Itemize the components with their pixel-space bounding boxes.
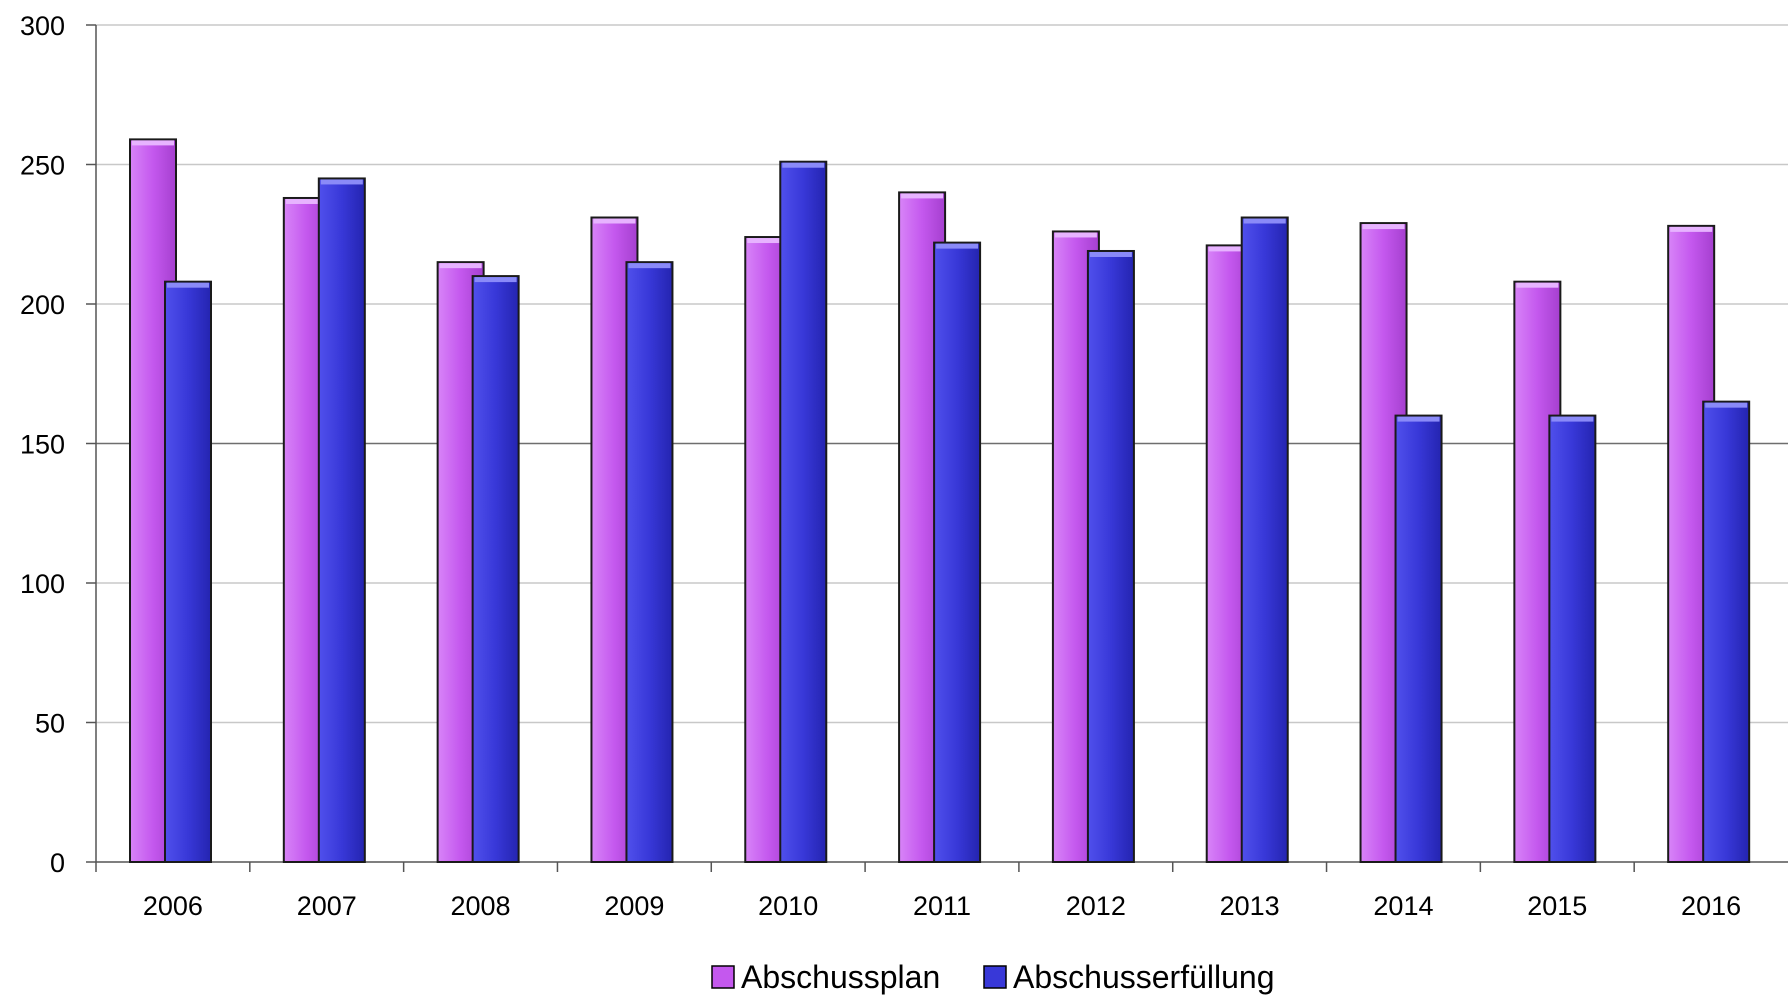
bar-abschusserfuellung-2010 [779,160,828,863]
bar-highlight-1-2007 [320,179,363,185]
bars [129,138,1751,864]
legend-label-abschussplan: Abschussplan [741,959,940,995]
x-tick-label-2009: 2009 [604,891,664,921]
bar-highlight-0-2007 [285,198,328,204]
bar-highlight-0-2006 [132,140,174,146]
bar-highlight-0-2013 [1208,246,1251,252]
y-tick-label-250: 250 [20,151,65,181]
x-tick-label-2013: 2013 [1220,891,1280,921]
x-tick-label-2016: 2016 [1681,891,1741,921]
bar-abschusserfuellung-2009 [625,261,674,863]
bar-highlight-1-2016 [1705,402,1748,408]
y-tick-label-200: 200 [20,290,65,320]
bar-highlight-1-2009 [628,263,671,269]
legend-swatch-abschussplan [711,965,735,989]
x-tick-labels: 2006 2007 2008 2009 2010 2011 2012 2013 2014 2015… [143,891,1741,921]
x-tick-label-2011: 2011 [913,891,971,921]
y-tick-labels: 0 50 100 150 200 250 300 [20,11,65,878]
bar-abschusserfuellung-2012 [1086,249,1135,864]
x-tick-label-2008: 2008 [451,891,511,921]
legend-swatch-abschusserfuellung [983,965,1007,989]
bar-abschusserfuellung-2016 [1702,400,1751,863]
bar-abschusserfuellung-2006 [164,280,212,863]
x-tick-label-2014: 2014 [1373,891,1433,921]
bar-abschusserfuellung-2007 [317,177,366,863]
bar-highlight-0-2008 [439,263,482,269]
bar-highlight-1-2012 [1089,251,1132,257]
x-tick-label-2006: 2006 [143,891,203,921]
bar-abschusserfuellung-2013 [1240,216,1289,863]
y-tick-label-0: 0 [50,848,65,878]
legend-label-abschusserfuellung: Abschusserfüllung [1013,959,1274,995]
x-tick-label-2007: 2007 [297,891,357,921]
y-tick-label-150: 150 [20,430,65,460]
x-tick-label-2012: 2012 [1066,891,1126,921]
bar-highlight-0-2012 [1054,232,1097,238]
bar-highlight-1-2008 [474,277,517,283]
bar-abschusserfuellung-2014 [1394,414,1443,863]
bar-highlight-0-2014 [1362,224,1405,230]
bar-highlight-1-2013 [1243,218,1286,224]
bar-highlight-1-2011 [936,243,979,249]
bar-highlight-1-2015 [1551,416,1594,422]
legend: Abschussplan Abschusserfüllung [711,959,1274,995]
y-tick-label-300: 300 [20,11,65,41]
bar-highlight-0-2015 [1516,282,1559,288]
x-tick-label-2010: 2010 [758,891,818,921]
bar-highlight-1-2010 [782,162,825,168]
y-tick-label-100: 100 [20,569,65,599]
bar-highlight-1-2006 [167,282,209,288]
bar-highlight-0-2009 [593,218,636,224]
bar-abschusserfuellung-2011 [933,241,982,863]
bar-abschusserfuellung-2008 [471,275,520,864]
bar-highlight-0-2016 [1670,226,1713,232]
bar-highlight-0-2011 [901,193,944,199]
x-tick-label-2015: 2015 [1527,891,1587,921]
bar-highlight-0-2010 [747,238,790,244]
y-tick-label-50: 50 [35,709,65,739]
bar-highlight-1-2014 [1397,416,1440,422]
bar-abschusserfuellung-2015 [1548,414,1597,863]
